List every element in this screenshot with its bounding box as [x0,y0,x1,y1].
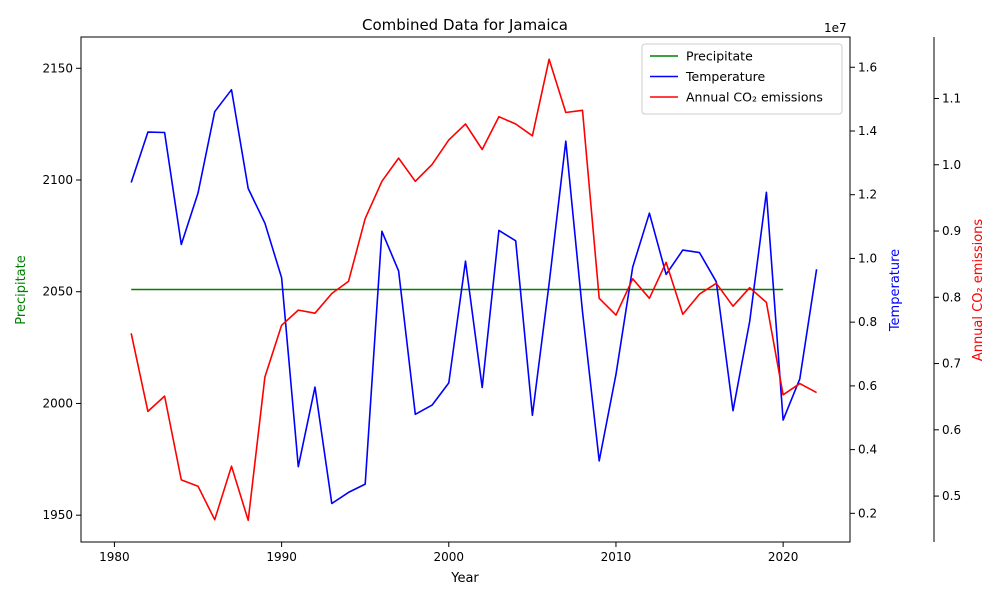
right-axis-offset-text: 1e7 [824,21,847,35]
outer-tick-label: 0.5 [942,489,961,503]
left-tick-label: 2150 [42,61,73,75]
x-axis-label: Year [450,571,479,586]
left-tick-label: 2000 [42,396,73,410]
plot-lines [130,58,818,522]
outer-tick-label: 1.1 [942,91,961,105]
x-tick-label: 2000 [434,550,465,564]
outer-tick-label: 0.7 [942,357,961,371]
chart-title: Combined Data for Jamaica [362,16,568,34]
legend-label: Temperature [685,69,765,84]
right-tick-label: 1.6 [858,60,877,74]
x-tick-label: 2010 [601,550,632,564]
left-y-axis-label: Precipitate [14,255,29,324]
left-tick-label: 2100 [42,173,73,187]
right-tick-label: 0.6 [858,379,877,393]
outer-tick-label: 0.8 [942,290,961,304]
right-tick-label: 0.4 [858,443,877,457]
series-line-annual-co-emissions [130,58,817,522]
right-y-axis-label: Temperature [888,249,903,332]
x-tick-label: 2020 [768,550,799,564]
x-tick-label: 1990 [266,550,297,564]
right-tick-label: 1.0 [858,251,877,265]
x-axis: 1980 1990 2000 2010 2020 [99,542,798,564]
right-tick-label: 1.4 [858,124,877,138]
x-tick-label: 1980 [99,550,130,564]
right-tick-label: 1.2 [858,188,877,202]
left-tick-label: 1950 [42,508,73,522]
left-y-axis: 1950 2000 2050 2100 2150 [42,61,81,522]
left-tick-label: 2050 [42,285,73,299]
outer-tick-label: 0.6 [942,423,961,437]
outer-y-axis-label: Annual CO₂ emissions [971,219,986,362]
series-line-temperature [130,88,818,505]
legend-box [641,43,843,115]
legend-label: Annual CO₂ emissions [686,90,823,105]
plot-frame [80,36,851,543]
legend: Precipitate Temperature Annual CO₂ emissio… [641,43,843,115]
right-y-axis: 0.2 0.4 0.6 0.8 1.0 1.2 1.4 1.6 [850,60,877,520]
legend-label: Precipitate [686,49,753,64]
right-tick-label: 0.8 [858,315,877,329]
right-tick-label: 0.2 [858,506,877,520]
outer-tick-label: 1.0 [942,158,961,172]
outer-y-axis: 0.5 0.6 0.7 0.8 0.9 1.0 1.1 [933,37,961,542]
outer-tick-label: 0.9 [942,224,961,238]
